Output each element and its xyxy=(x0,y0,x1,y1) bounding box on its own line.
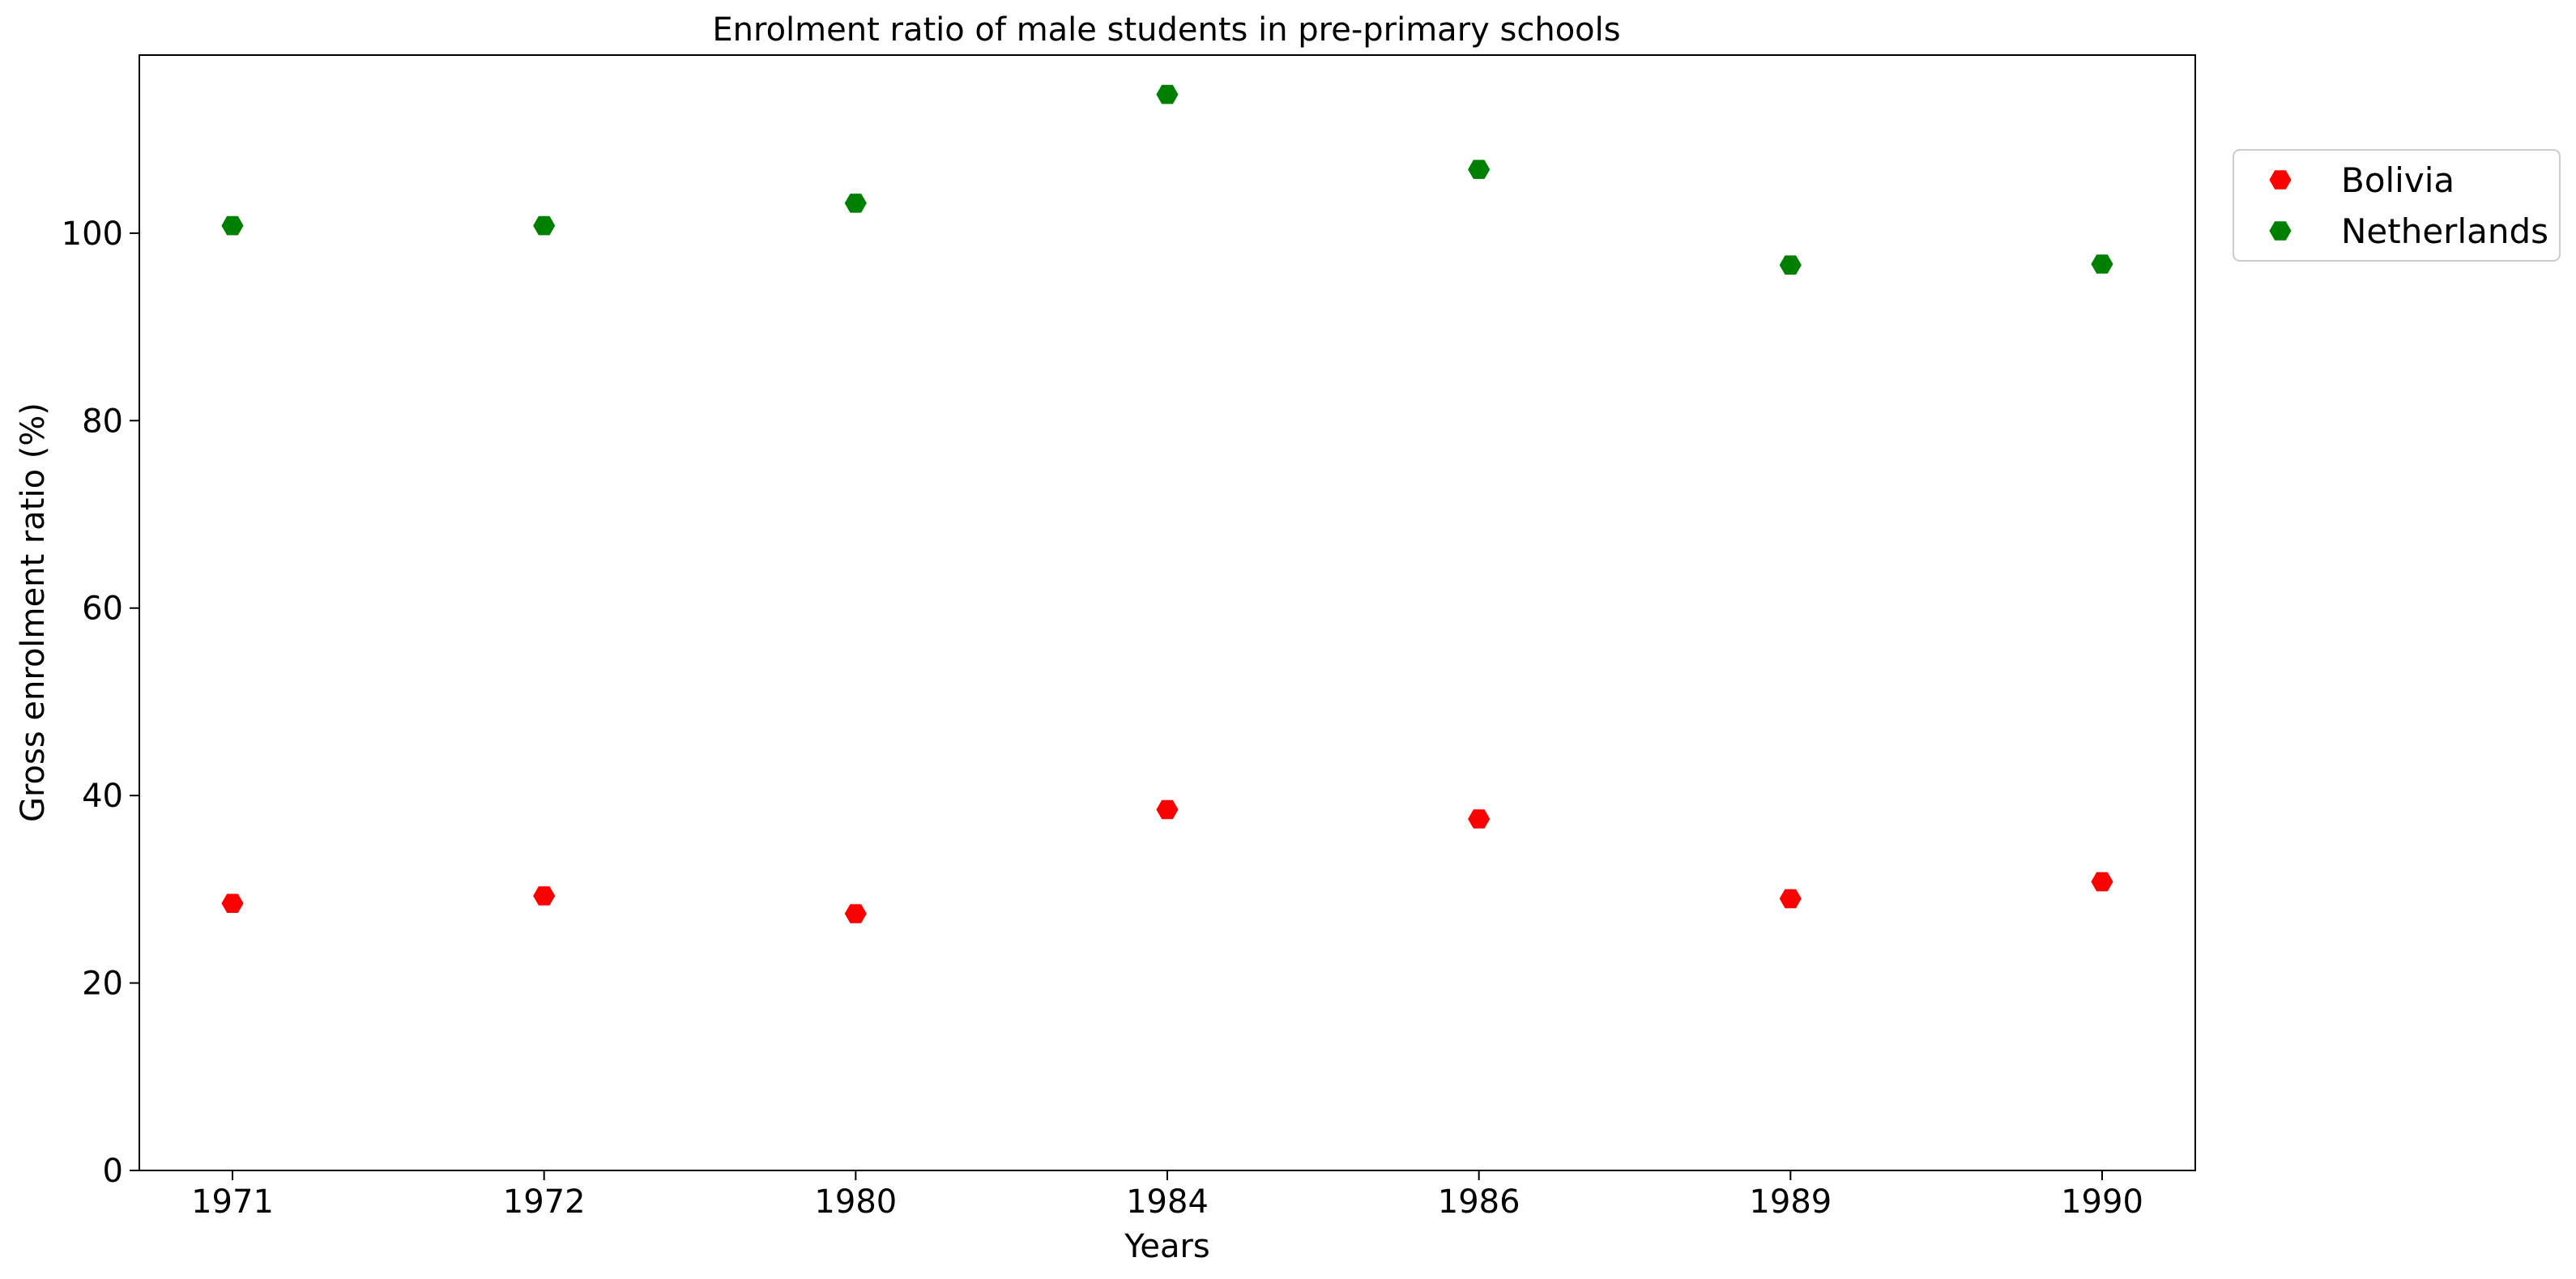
x-axis: 1971 1972 1980 1984 1986 1989 1990 xyxy=(191,1170,2143,1221)
legend-marker xyxy=(2269,170,2292,190)
x-tick-label: 1980 xyxy=(814,1183,897,1221)
data-point-netherlands xyxy=(2091,254,2113,274)
legend-box xyxy=(2233,149,2561,262)
data-point-bolivia xyxy=(533,886,556,906)
y-tick-label: 0 xyxy=(103,1153,123,1190)
plot-area-frame xyxy=(139,54,2196,1171)
x-tick-label: 1971 xyxy=(191,1183,274,1221)
y-tick-label: 60 xyxy=(82,590,123,628)
data-points xyxy=(221,84,2113,923)
data-point-bolivia xyxy=(1779,889,1802,909)
legend-label: Bolivia xyxy=(2341,160,2454,200)
x-tick-label: 1984 xyxy=(1126,1183,1209,1221)
data-point-bolivia xyxy=(2091,872,2113,892)
data-point-netherlands xyxy=(533,215,556,236)
y-axis-label: Gross enrolment ratio (%) xyxy=(15,403,52,822)
data-point-bolivia xyxy=(1156,799,1179,820)
x-tick-label: 1989 xyxy=(1749,1183,1832,1221)
y-axis: 0 20 40 60 80 100 xyxy=(62,215,139,1190)
data-point-netherlands xyxy=(1468,160,1491,179)
data-point-bolivia xyxy=(221,893,244,913)
chart-title: Enrolment ratio of male students in pre-… xyxy=(712,11,1620,49)
x-tick-label: 1986 xyxy=(1438,1183,1520,1221)
x-tick-label: 1990 xyxy=(2061,1183,2143,1221)
data-point-bolivia xyxy=(844,904,867,923)
y-tick-label: 20 xyxy=(82,966,123,1003)
data-point-bolivia xyxy=(1468,809,1491,829)
legend-label: Netherlands xyxy=(2341,211,2548,251)
y-tick-label: 100 xyxy=(62,215,123,253)
x-axis-label: Years xyxy=(1124,1228,1210,1265)
data-point-netherlands xyxy=(1779,255,1802,275)
data-point-netherlands xyxy=(844,194,867,213)
y-tick-label: 40 xyxy=(82,778,123,815)
legend: Bolivia Netherlands xyxy=(2233,149,2561,262)
y-tick-label: 80 xyxy=(82,403,123,440)
legend-marker xyxy=(2269,221,2292,241)
data-point-netherlands xyxy=(1156,84,1179,104)
data-point-netherlands xyxy=(221,215,244,236)
x-tick-label: 1972 xyxy=(503,1183,586,1221)
